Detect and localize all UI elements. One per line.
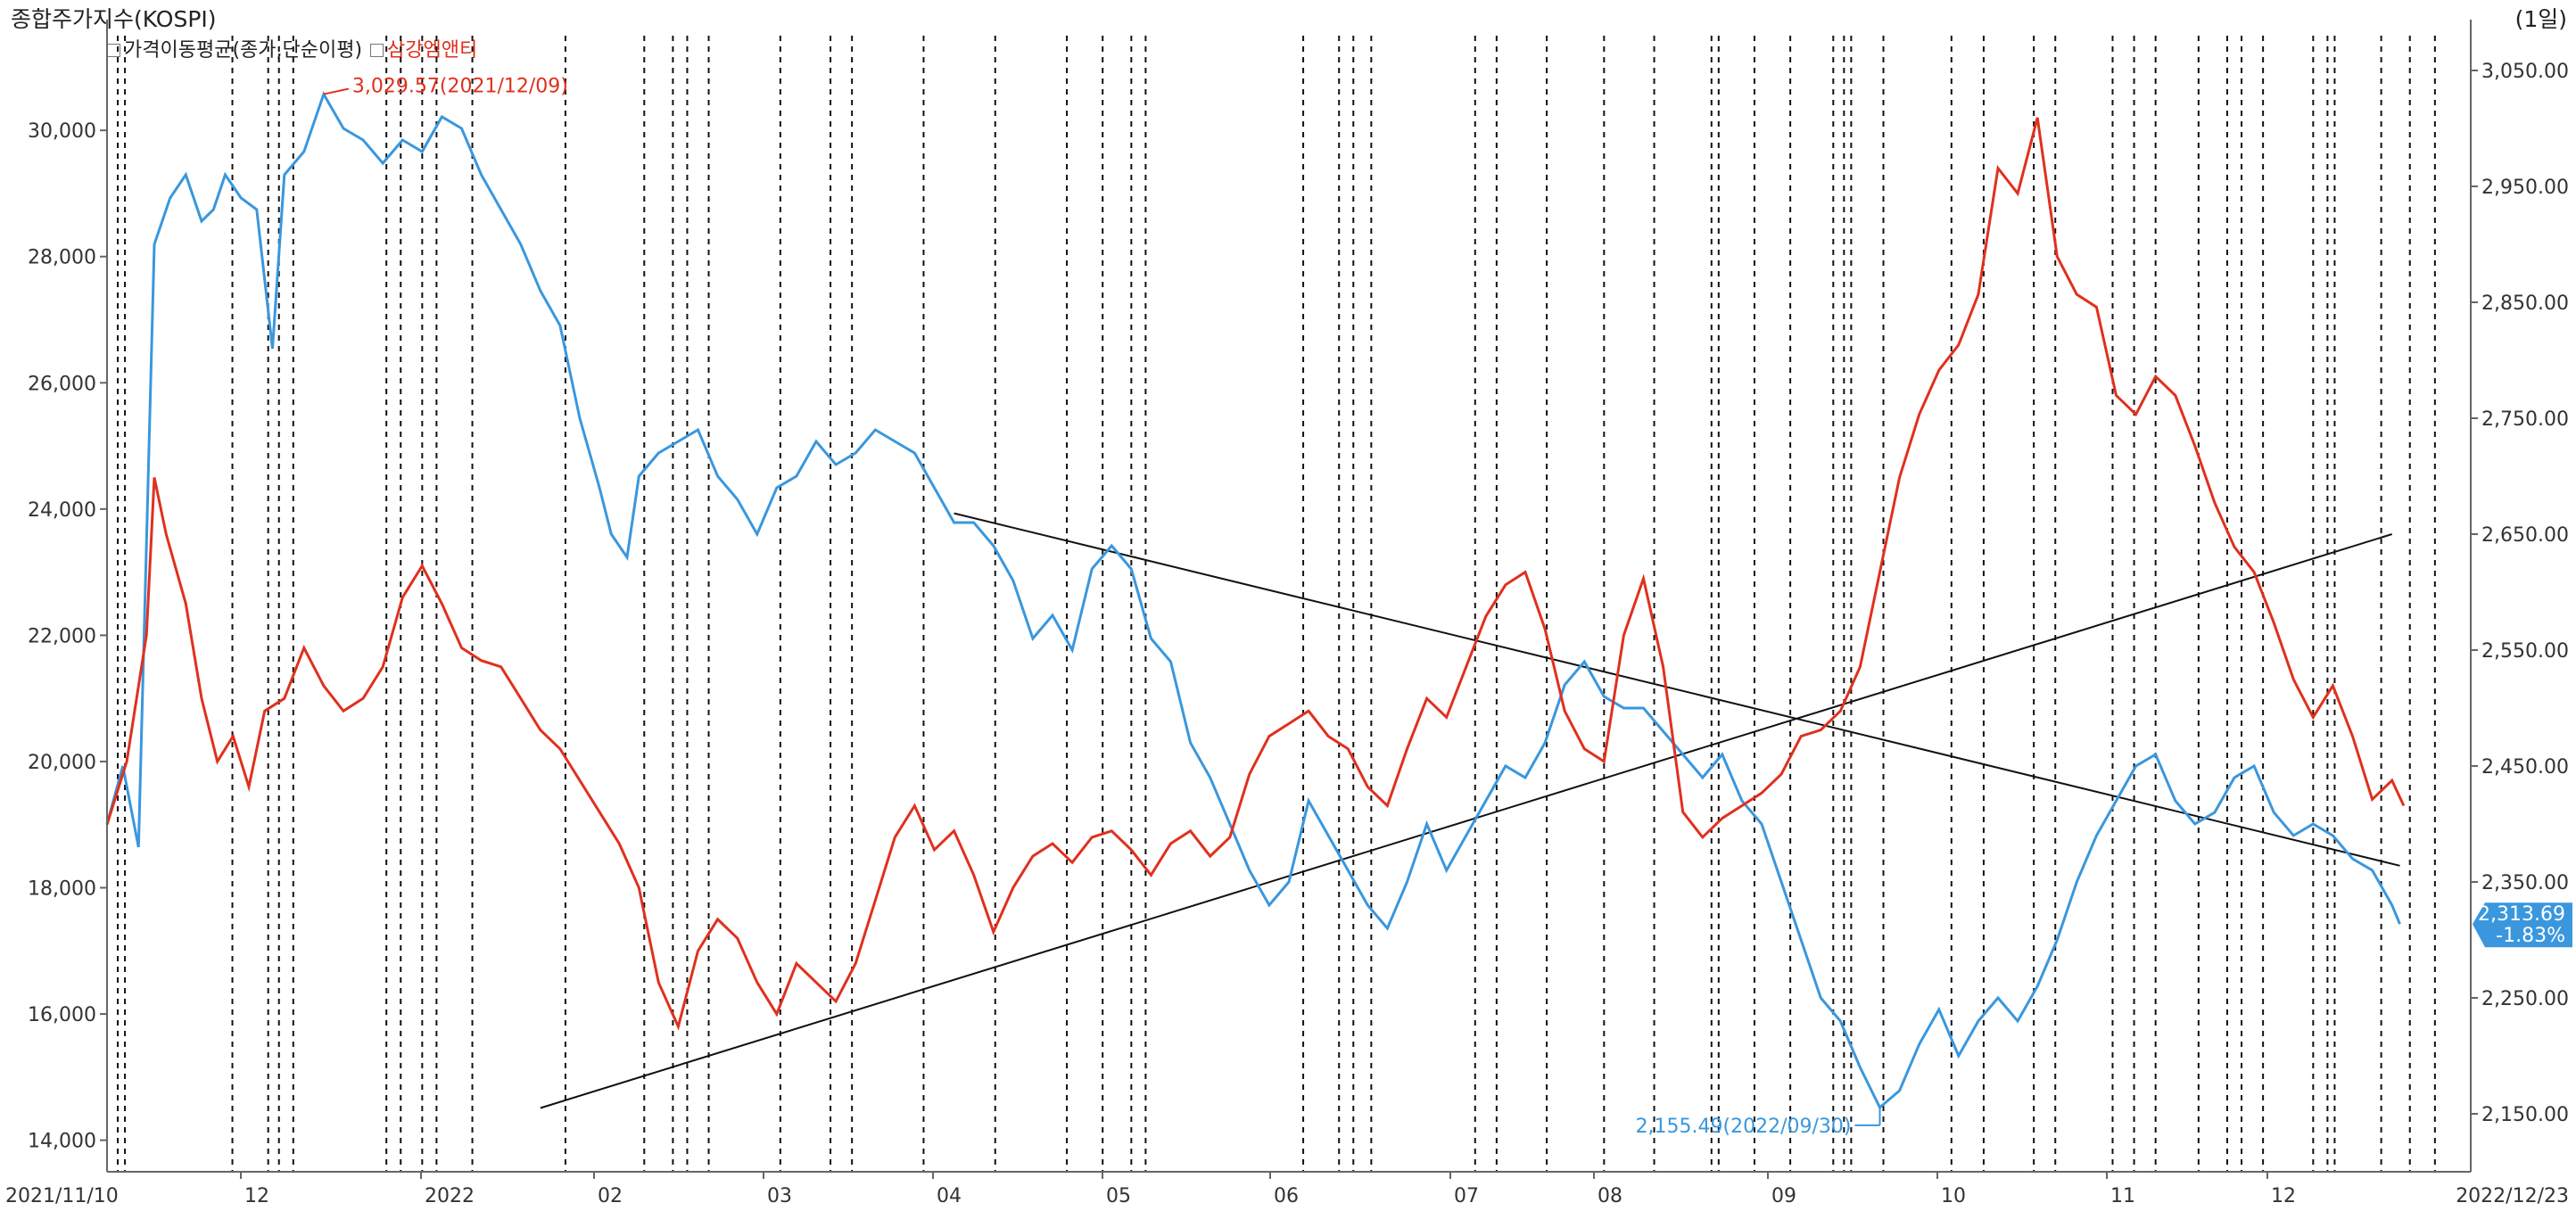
high-label: 3,029.57(2021/12/09) [352, 76, 568, 98]
left-axis-tick-label: 18,000 [28, 878, 96, 901]
right-axis-tick-label: 2,750.00 [2481, 408, 2569, 431]
x-axis-tick-label: 07 [1454, 1185, 1479, 1207]
legend-checkbox-stock[interactable] [370, 44, 384, 57]
x-axis-start-label: 2021/11/10 [5, 1185, 119, 1207]
last-value-text: 2,313.69 [2478, 903, 2565, 926]
last-value-badge [2473, 902, 2572, 948]
last-change-text: -1.83% [2496, 925, 2565, 947]
left-axis-tick-label: 14,000 [28, 1131, 96, 1153]
x-axis-tick-label: 05 [1106, 1185, 1131, 1207]
right-axis-tick-label: 2,350.00 [2481, 872, 2569, 894]
right-axis-tick-label: 2,150.00 [2481, 1104, 2569, 1126]
right-axis-tick-label: 2,850.00 [2481, 292, 2569, 315]
kospi-series-line [105, 90, 2401, 1110]
right-axis-tick-label: 3,050.00 [2481, 61, 2569, 83]
event-gridlines [117, 36, 2436, 1172]
legend: 가격이동평균(종가,단순이평) 삼강엠앤티 [105, 34, 477, 62]
x-axis-tick-label: 11 [2110, 1185, 2135, 1207]
right-axis-tick-label: 2,950.00 [2481, 177, 2569, 199]
right-axis-tick-label: 2,250.00 [2481, 988, 2569, 1010]
legend-label-stock: 삼강엠앤티 [387, 39, 478, 62]
stock-series-line [105, 117, 2406, 1031]
x-axis-tick-label: 09 [1771, 1185, 1796, 1207]
left-axis-tick-label: 28,000 [28, 247, 96, 269]
annotations: 3,029.57(2021/12/09) 2,155.49(2022/09/30)… [323, 76, 2572, 1138]
left-axis-tick-label: 22,000 [28, 625, 96, 647]
right-axis-tick-label: 2,450.00 [2481, 756, 2569, 778]
period-label[interactable]: (1일) [2514, 6, 2567, 32]
low-label: 2,155.49(2022/09/30) [1636, 1116, 1852, 1138]
x-axis-tick-label: 12 [244, 1185, 269, 1207]
x-axis-tick-label: 02 [598, 1185, 623, 1207]
x-axis-tick-label: 06 [1274, 1185, 1299, 1207]
x-axis-tick-label: 10 [1941, 1185, 1966, 1207]
left-axis-tick-label: 26,000 [28, 373, 96, 395]
window-title: 종합주가지수(KOSPI) [11, 6, 217, 32]
x-axis-tick-label: 12 [2271, 1185, 2296, 1207]
x-axis-end-label: 2022/12/23 [2456, 1185, 2569, 1207]
legend-label-moving-average: 가격이동평균(종가,단순이평) [124, 39, 363, 62]
left-axis-tick-label: 24,000 [28, 499, 96, 522]
right-axis-tick-label: 2,650.00 [2481, 524, 2569, 547]
left-axis-tick-label: 30,000 [28, 120, 96, 143]
left-axis-tick-label: 16,000 [28, 1004, 96, 1026]
x-axis-tick-label: 04 [937, 1185, 962, 1207]
axes: 30,000 28,000 26,000 24,000 22,000 20,000 18,0… [5, 20, 2569, 1207]
left-axis-tick-label: 20,000 [28, 752, 96, 774]
trendlines [540, 512, 2400, 1109]
trendline [540, 533, 2392, 1109]
x-axis-tick-label: 08 [1598, 1185, 1622, 1207]
trendline [954, 512, 2400, 867]
x-axis-tick-label: 2022 [425, 1185, 475, 1207]
right-axis-tick-label: 2,550.00 [2481, 640, 2569, 663]
x-axis-tick-label: 03 [767, 1185, 792, 1207]
high-leader [323, 87, 350, 95]
